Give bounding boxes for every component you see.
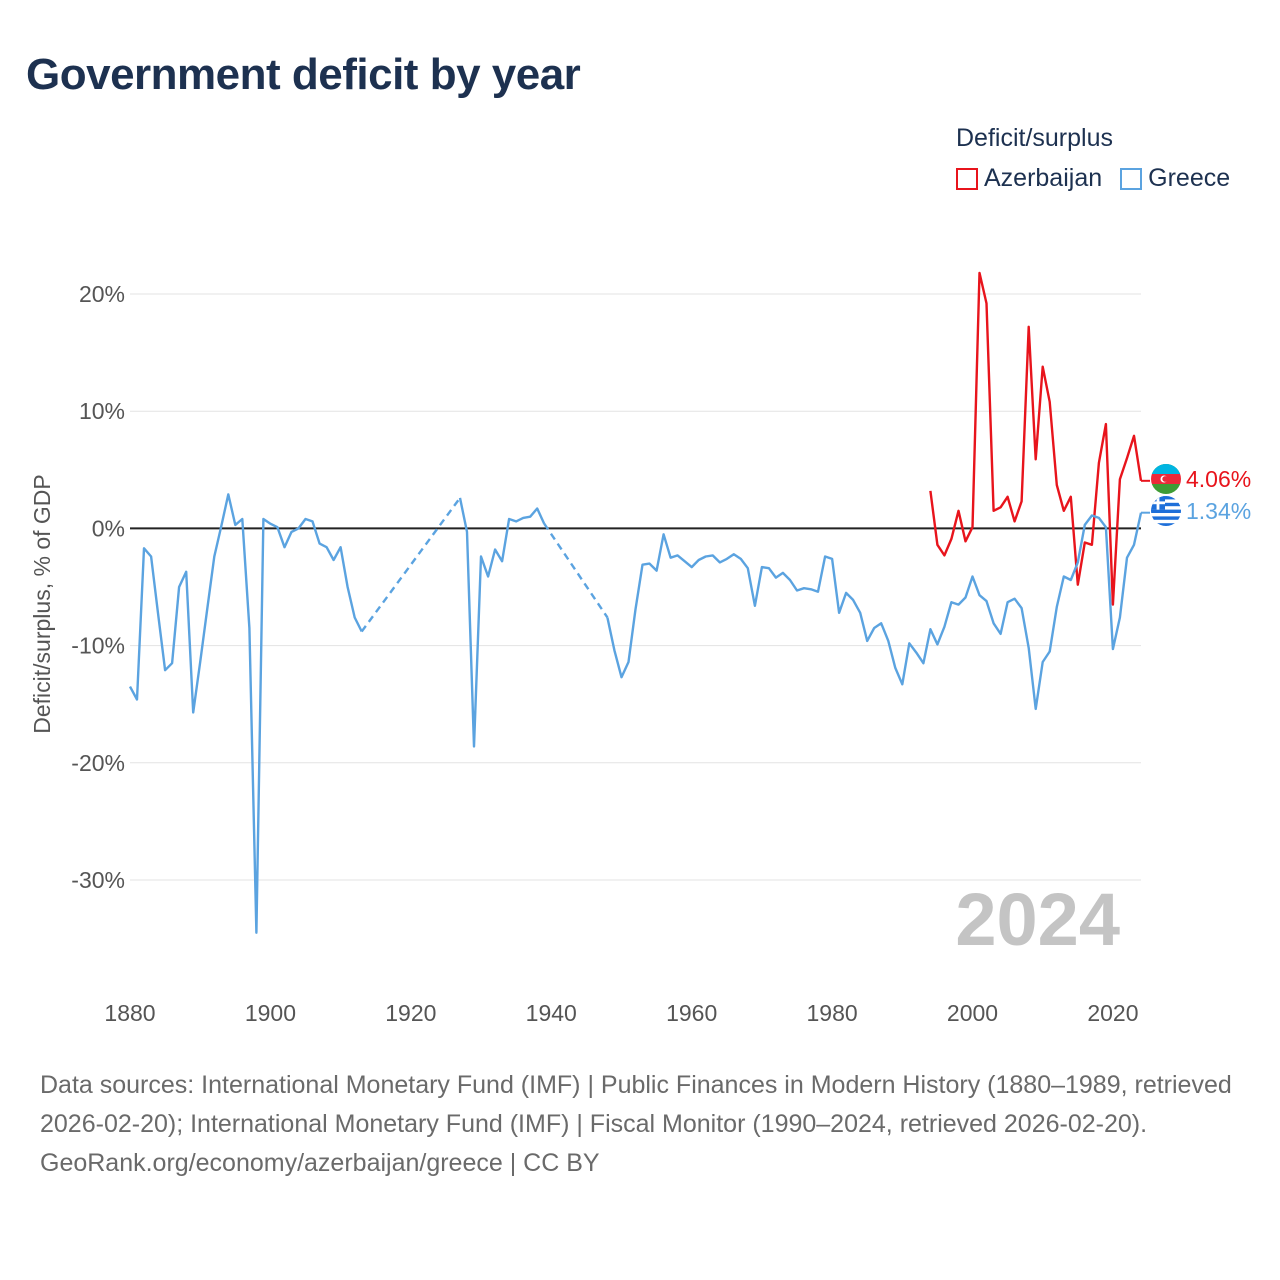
- x-tick-label: 1880: [104, 1000, 155, 1026]
- legend-swatch-azerbaijan: [956, 167, 978, 190]
- x-tick-label: 1940: [526, 1000, 577, 1026]
- y-axis-label: Deficit/surplus, % of GDP: [29, 474, 55, 733]
- legend: Azerbaijan Greece: [956, 164, 1230, 193]
- greece-flag-icon: [1151, 496, 1181, 526]
- line-chart: 20% 10% 0% -10% -20% -30% 1880 1900 1920 1940 196…: [29, 271, 1251, 1026]
- y-tick-label: 20%: [79, 281, 125, 307]
- legend-label-azerbaijan: Azerbaijan: [984, 164, 1103, 192]
- x-axis: 1880 1900 1920 1940 1960 1980 2000 2020: [104, 1000, 1138, 1026]
- x-tick-label: 1980: [806, 1000, 857, 1026]
- azerbaijan-flag-icon: [1151, 464, 1181, 494]
- y-tick-label: -30%: [71, 867, 125, 893]
- data-sources: Data sources: International Monetary Fun…: [40, 1071, 1232, 1138]
- series-layer: [128, 271, 1150, 934]
- series-line-azerbaijan: [929, 271, 1143, 606]
- legend-title: Deficit/surplus: [956, 124, 1113, 152]
- x-tick-label: 1920: [385, 1000, 436, 1026]
- x-tick-label: 2000: [947, 1000, 998, 1026]
- series-gap-greece: [543, 523, 609, 619]
- year-watermark: 2024: [955, 878, 1120, 961]
- end-label-greece: 1.34%: [1186, 498, 1251, 524]
- y-tick-label: -10%: [71, 633, 125, 659]
- series-gap-greece: [360, 497, 461, 633]
- end-label-azerbaijan: 4.06%: [1186, 466, 1251, 492]
- x-tick-label: 1900: [245, 1000, 296, 1026]
- credit-link[interactable]: GeoRank.org/economy/azerbaijan/greece | …: [40, 1149, 600, 1177]
- legend-item-azerbaijan[interactable]: Azerbaijan: [956, 164, 1102, 193]
- series-line-greece: [128, 493, 363, 934]
- x-tick-label: 2020: [1087, 1000, 1138, 1026]
- legend-swatch-greece: [1120, 167, 1143, 190]
- y-axis: 20% 10% 0% -10% -20% -30%: [71, 281, 125, 893]
- legend-label-greece: Greece: [1148, 164, 1231, 192]
- series-line-greece: [606, 512, 1143, 711]
- legend-item-greece[interactable]: Greece: [1120, 164, 1230, 193]
- footer: Data sources: International Monetary Fun…: [40, 1066, 1240, 1183]
- series-line-greece: [458, 497, 546, 748]
- x-tick-label: 1960: [666, 1000, 717, 1026]
- page-title: Government deficit by year: [26, 50, 581, 99]
- y-tick-label: 10%: [79, 398, 125, 424]
- y-tick-label: -20%: [71, 750, 125, 776]
- y-tick-label: 0%: [92, 515, 125, 541]
